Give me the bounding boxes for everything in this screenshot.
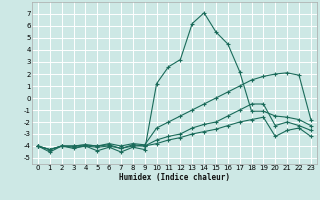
X-axis label: Humidex (Indice chaleur): Humidex (Indice chaleur) <box>119 173 230 182</box>
